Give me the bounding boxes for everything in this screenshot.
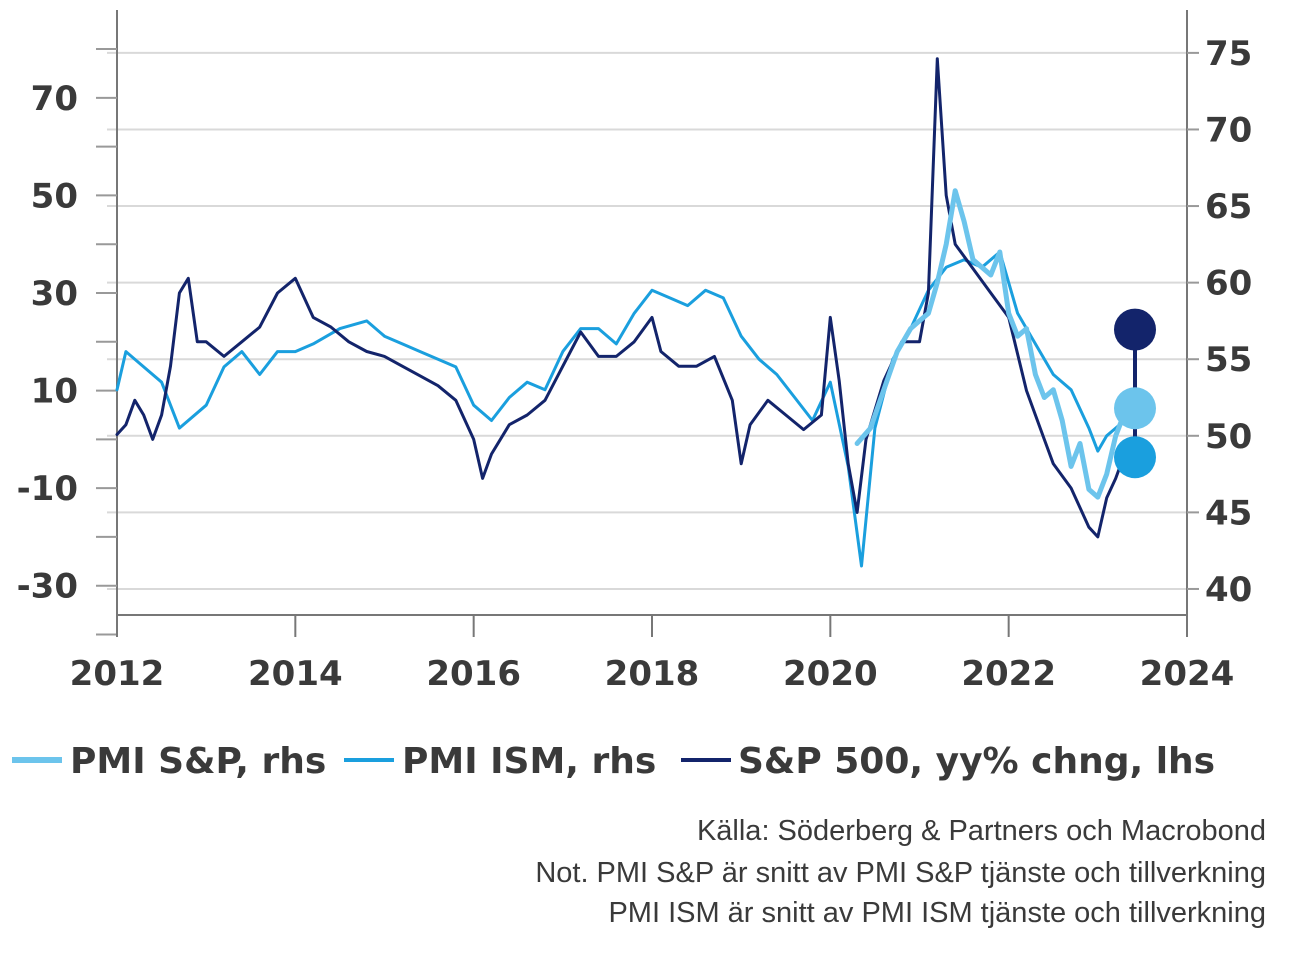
end-marker-pmi-ism <box>1114 436 1156 479</box>
y-left-tick-label: -10 <box>17 469 78 509</box>
y-left-tick-label: 50 <box>31 176 78 216</box>
y-right-tick-label: 40 <box>1205 570 1252 610</box>
y-right-tick-label: 50 <box>1205 417 1252 457</box>
y-left-tick-label: -30 <box>17 567 78 607</box>
source-note: Källa: Söderberg & Partners och Macrobon… <box>696 815 1266 847</box>
legend-label: PMI S&P, rhs <box>70 741 326 782</box>
y-left-tick-label: 10 <box>31 372 78 412</box>
legend-label: S&P 500, yy% chng, lhs <box>738 741 1215 782</box>
y-left-tick-label: 30 <box>31 274 78 314</box>
y-right-tick-label: 65 <box>1205 187 1252 227</box>
x-tick-label: 2020 <box>783 654 878 694</box>
y-right-tick-label: 70 <box>1205 110 1252 150</box>
x-tick-label: 2022 <box>961 654 1056 694</box>
series-line <box>115 57 1127 539</box>
series-line <box>854 188 1128 500</box>
note-line-1: Not. PMI S&P är snitt av PMI S&P tjänste… <box>535 857 1266 889</box>
y-left-tick-label: 70 <box>31 79 78 119</box>
y-right-tick-label: 55 <box>1205 340 1252 380</box>
y-right-tick-label: 60 <box>1205 264 1252 304</box>
x-tick-label: 2024 <box>1140 654 1235 694</box>
x-tick-label: 2012 <box>70 654 165 694</box>
end-marker-sp500 <box>1114 308 1156 351</box>
y-right-tick-label: 75 <box>1205 34 1252 74</box>
note-line-2: PMI ISM är snitt av PMI ISM tjänste och … <box>608 897 1266 929</box>
x-tick-label: 2018 <box>605 654 700 694</box>
x-tick-label: 2014 <box>248 654 343 694</box>
end-marker-pmi-sp <box>1114 387 1156 430</box>
series-line <box>115 250 1127 568</box>
legend-label: PMI ISM, rhs <box>402 741 656 782</box>
y-right-tick-label: 45 <box>1205 493 1252 533</box>
x-tick-label: 2016 <box>426 654 521 694</box>
